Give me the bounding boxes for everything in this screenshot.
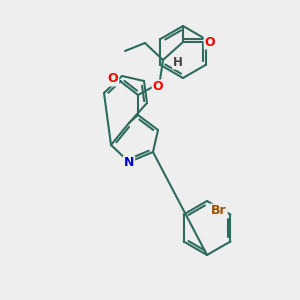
Text: N: N (124, 157, 134, 169)
Text: O: O (205, 35, 215, 49)
Text: O: O (108, 73, 118, 85)
Text: Br: Br (211, 205, 226, 218)
Text: H: H (173, 56, 183, 68)
Text: O: O (153, 80, 163, 94)
